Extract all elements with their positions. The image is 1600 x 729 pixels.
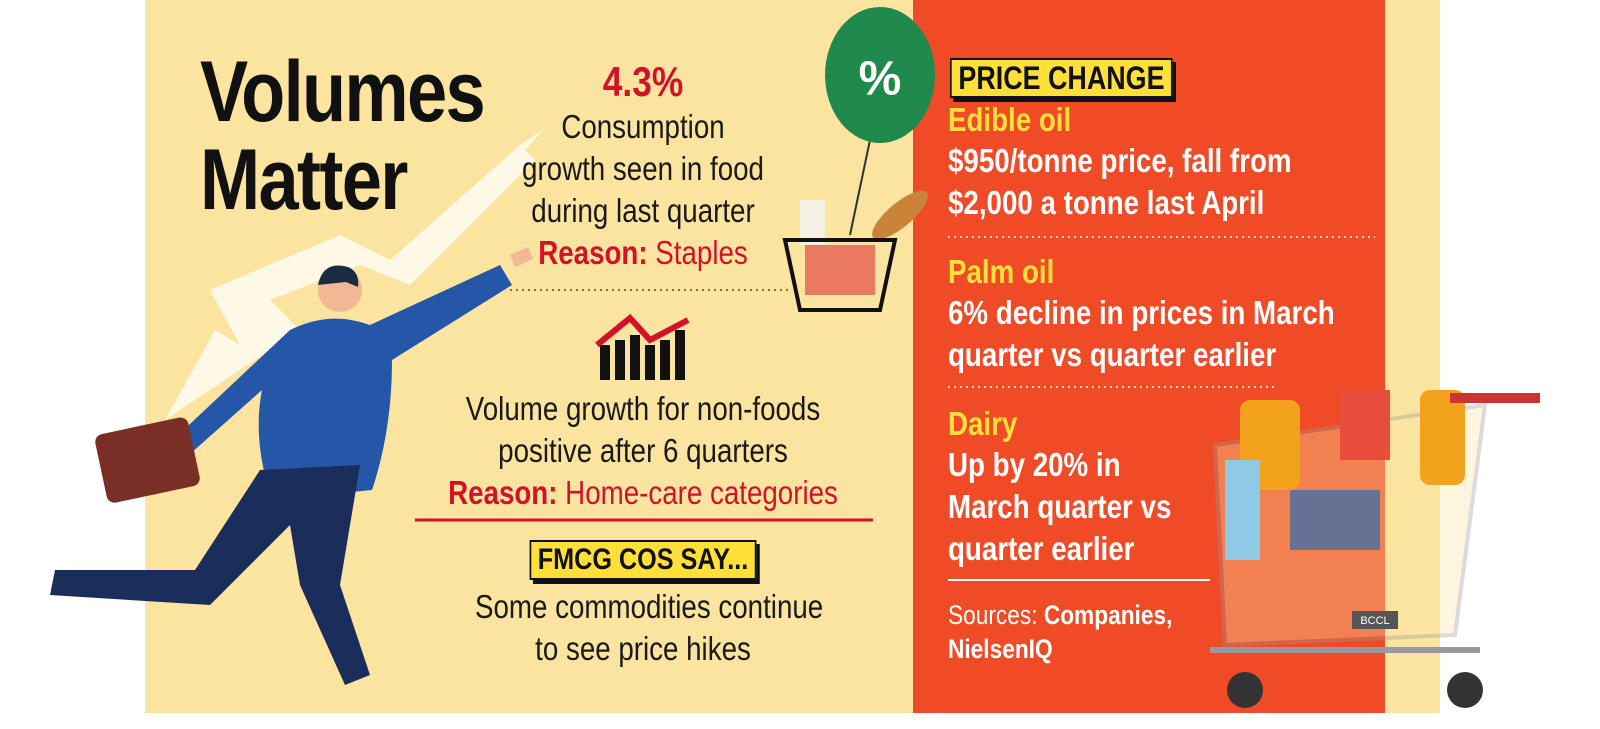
stat-text: growth seen in food	[522, 150, 764, 187]
chart-icon	[595, 313, 690, 380]
title: Volumes Matter	[200, 44, 486, 228]
fmcg-text: Some commodities continue	[475, 588, 824, 625]
stat-text: Volume growth for non-foods	[465, 390, 821, 427]
title-line: Matter	[200, 132, 408, 228]
item-text: March quarter vs	[948, 488, 1172, 525]
balloon-label: %	[859, 53, 902, 106]
source: Companies,	[1043, 600, 1173, 630]
stat-text: during last quarter	[531, 192, 755, 229]
stat-text: Consumption	[561, 108, 725, 145]
item-text: quarter vs quarter earlier	[948, 336, 1277, 373]
shopping-cart	[1210, 390, 1540, 708]
basket	[782, 190, 928, 312]
item-name: Palm oil	[948, 253, 1055, 290]
reason-label: Reason:	[538, 234, 648, 271]
item-text: Up by 20% in	[948, 446, 1121, 483]
balloon	[825, 7, 935, 236]
growth-arrow	[165, 128, 545, 420]
right-strip	[1385, 0, 1440, 713]
stat-text: positive after 6 quarters	[498, 432, 788, 469]
title-line: Volumes	[200, 44, 486, 140]
item-text: 6% decline in prices in March	[948, 294, 1335, 331]
item-name: Dairy	[948, 405, 1018, 442]
fmcg-heading: FMCG COS SAY...	[529, 540, 757, 580]
fmcg-section: FMCG COS SAY... Some commodities continu…	[475, 540, 824, 670]
item-text: quarter earlier	[948, 530, 1135, 567]
businessman	[50, 247, 533, 685]
price-change: PRICE CHANGE	[950, 58, 1173, 98]
sources-line: NielsenIQ	[948, 632, 1172, 666]
reason: Reason: Home-care categories	[391, 472, 895, 514]
nonfood-stat: Volume growth for non-foods positive aft…	[391, 388, 895, 514]
sources-line: Sources: Companies,	[948, 598, 1172, 632]
price-item: Edible oil $950/tonne price, fall from $…	[948, 100, 1292, 224]
item-text: $2,000 a tonne last April	[948, 184, 1265, 221]
right-panel	[913, 0, 1385, 713]
reason: Reason: Staples	[475, 232, 811, 274]
price-item: Palm oil 6% decline in prices in March q…	[948, 252, 1335, 376]
stat-value: 4.3%	[602, 58, 684, 105]
fmcg-text: to see price hikes	[535, 630, 751, 667]
sources: Sources: Companies, NielsenIQ	[948, 598, 1172, 666]
watermark-bg	[1352, 611, 1398, 629]
reason-label: Reason:	[448, 474, 558, 511]
item-name: Edible oil	[948, 101, 1072, 138]
price-item: Dairy Up by 20% in March quarter vs quar…	[948, 404, 1171, 570]
item-text: $950/tonne price, fall from	[948, 142, 1292, 179]
source: NielsenIQ	[948, 634, 1053, 664]
sources-label: Sources:	[948, 600, 1038, 630]
reason-text: Staples	[655, 234, 748, 271]
food-stat: 4.3% Consumption growth seen in food dur…	[475, 58, 811, 274]
price-heading: PRICE CHANGE	[950, 58, 1173, 98]
watermark: BCCL	[1360, 615, 1389, 627]
reason-text: Home-care categories	[565, 474, 838, 511]
